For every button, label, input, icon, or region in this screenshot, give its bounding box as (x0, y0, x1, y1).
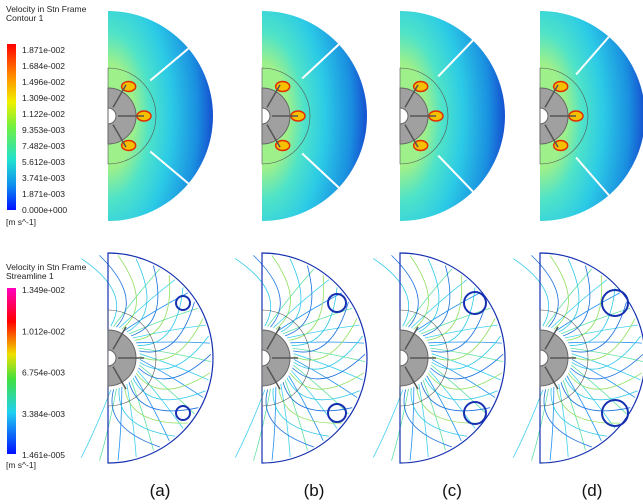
panels (81, 11, 643, 463)
legend-label: 1.496e-002 (22, 77, 65, 87)
streamline (135, 275, 170, 340)
legend-unit: [m s^-1] (6, 460, 36, 470)
legend-label: 1.012e-002 (22, 326, 65, 336)
streamline (119, 388, 175, 436)
streamline (81, 390, 110, 458)
vortex (328, 404, 346, 422)
streamline (429, 287, 475, 345)
vortex (328, 294, 346, 312)
legend-subtitle: Contour 1 (6, 13, 44, 23)
legend-label: 1.349e-002 (22, 285, 65, 295)
contour-panel (540, 11, 643, 221)
streamline-panel (373, 253, 505, 463)
vortex (176, 406, 190, 420)
legend-label: 3.741e-003 (22, 173, 65, 183)
streamline (273, 388, 329, 436)
streamline (568, 373, 642, 389)
streamline (118, 255, 137, 329)
legend-label: 5.612e-003 (22, 157, 65, 167)
legend-unit: [m s^-1] (6, 217, 36, 227)
streamline (410, 255, 429, 329)
caption: (b) (304, 481, 325, 500)
legend-label: 1.871e-002 (22, 45, 65, 55)
streamline (550, 255, 569, 329)
streamline-panel (235, 253, 367, 463)
streamline (427, 275, 462, 340)
streamline (556, 385, 619, 423)
contour-panel (400, 11, 505, 221)
legend-label: 0.000e+000 (22, 205, 67, 215)
streamline (137, 287, 183, 345)
streamline (428, 373, 502, 389)
legend-label: 6.754e-003 (22, 368, 65, 378)
streamline-panel (513, 253, 643, 463)
colorbar (7, 288, 16, 454)
contour-panel (262, 11, 367, 221)
contour-panel (108, 11, 213, 221)
legend-label: 9.353e-003 (22, 125, 65, 135)
vortex (464, 402, 486, 424)
legend-label: 1.684e-002 (22, 61, 65, 71)
streamline (569, 287, 615, 345)
vortex (602, 290, 628, 316)
vortex (176, 296, 190, 310)
figure: Velocity in Stn FrameContour 11.871e-002… (0, 0, 643, 504)
streamline (290, 373, 364, 389)
legend-label: 1.309e-002 (22, 93, 65, 103)
streamline (567, 275, 602, 340)
caption: (c) (442, 481, 462, 500)
streamline (551, 388, 607, 436)
legend-label: 1.871e-003 (22, 189, 65, 199)
legend-label: 1.461e-005 (22, 450, 65, 460)
streamline (561, 382, 630, 411)
streamline (235, 390, 264, 458)
legend-subtitle: Streamline 1 (6, 271, 54, 281)
vortex (602, 400, 628, 426)
streamline (289, 275, 324, 340)
streamline (373, 390, 402, 458)
streamline (129, 382, 198, 411)
caption: (a) (150, 481, 171, 500)
colorbar (7, 44, 16, 210)
legend-label: 1.122e-002 (22, 109, 65, 119)
streamline (421, 382, 490, 411)
caption: (d) (582, 481, 603, 500)
streamline (136, 373, 210, 389)
legend-label: 3.384e-003 (22, 409, 65, 419)
streamline (272, 255, 291, 329)
streamline-panel (81, 253, 213, 463)
streamline (416, 385, 479, 423)
streamline (411, 388, 467, 436)
streamline (513, 390, 542, 458)
legend-label: 7.482e-003 (22, 141, 65, 151)
